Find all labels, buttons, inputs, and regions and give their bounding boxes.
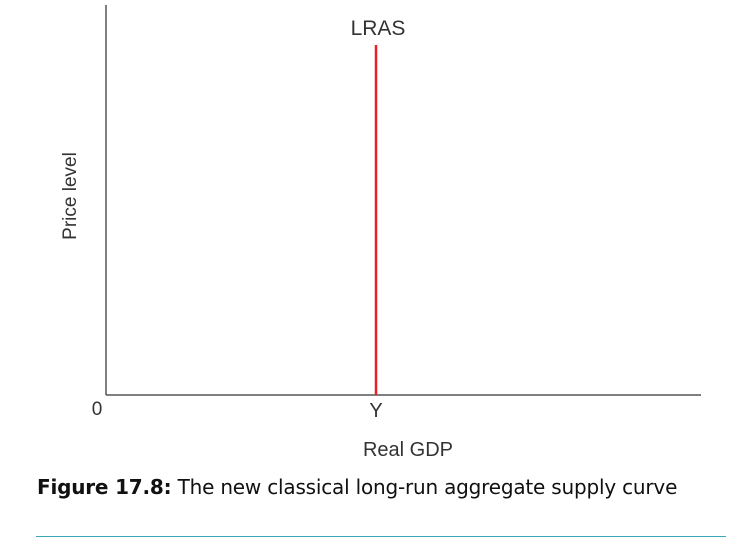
figure-caption: Figure 17.8: The new classical long-run … (37, 474, 717, 501)
caption-label: Figure 17.8: (37, 475, 172, 499)
lras-label: LRAS (351, 17, 406, 40)
y-axis-label: Price level (60, 152, 81, 240)
x-axis-label: Real GDP (363, 439, 453, 461)
origin-label: 0 (92, 399, 103, 420)
x-tick-y: Y (369, 400, 382, 422)
caption-text: The new classical long-run aggregate sup… (171, 475, 678, 499)
divider (36, 536, 726, 537)
